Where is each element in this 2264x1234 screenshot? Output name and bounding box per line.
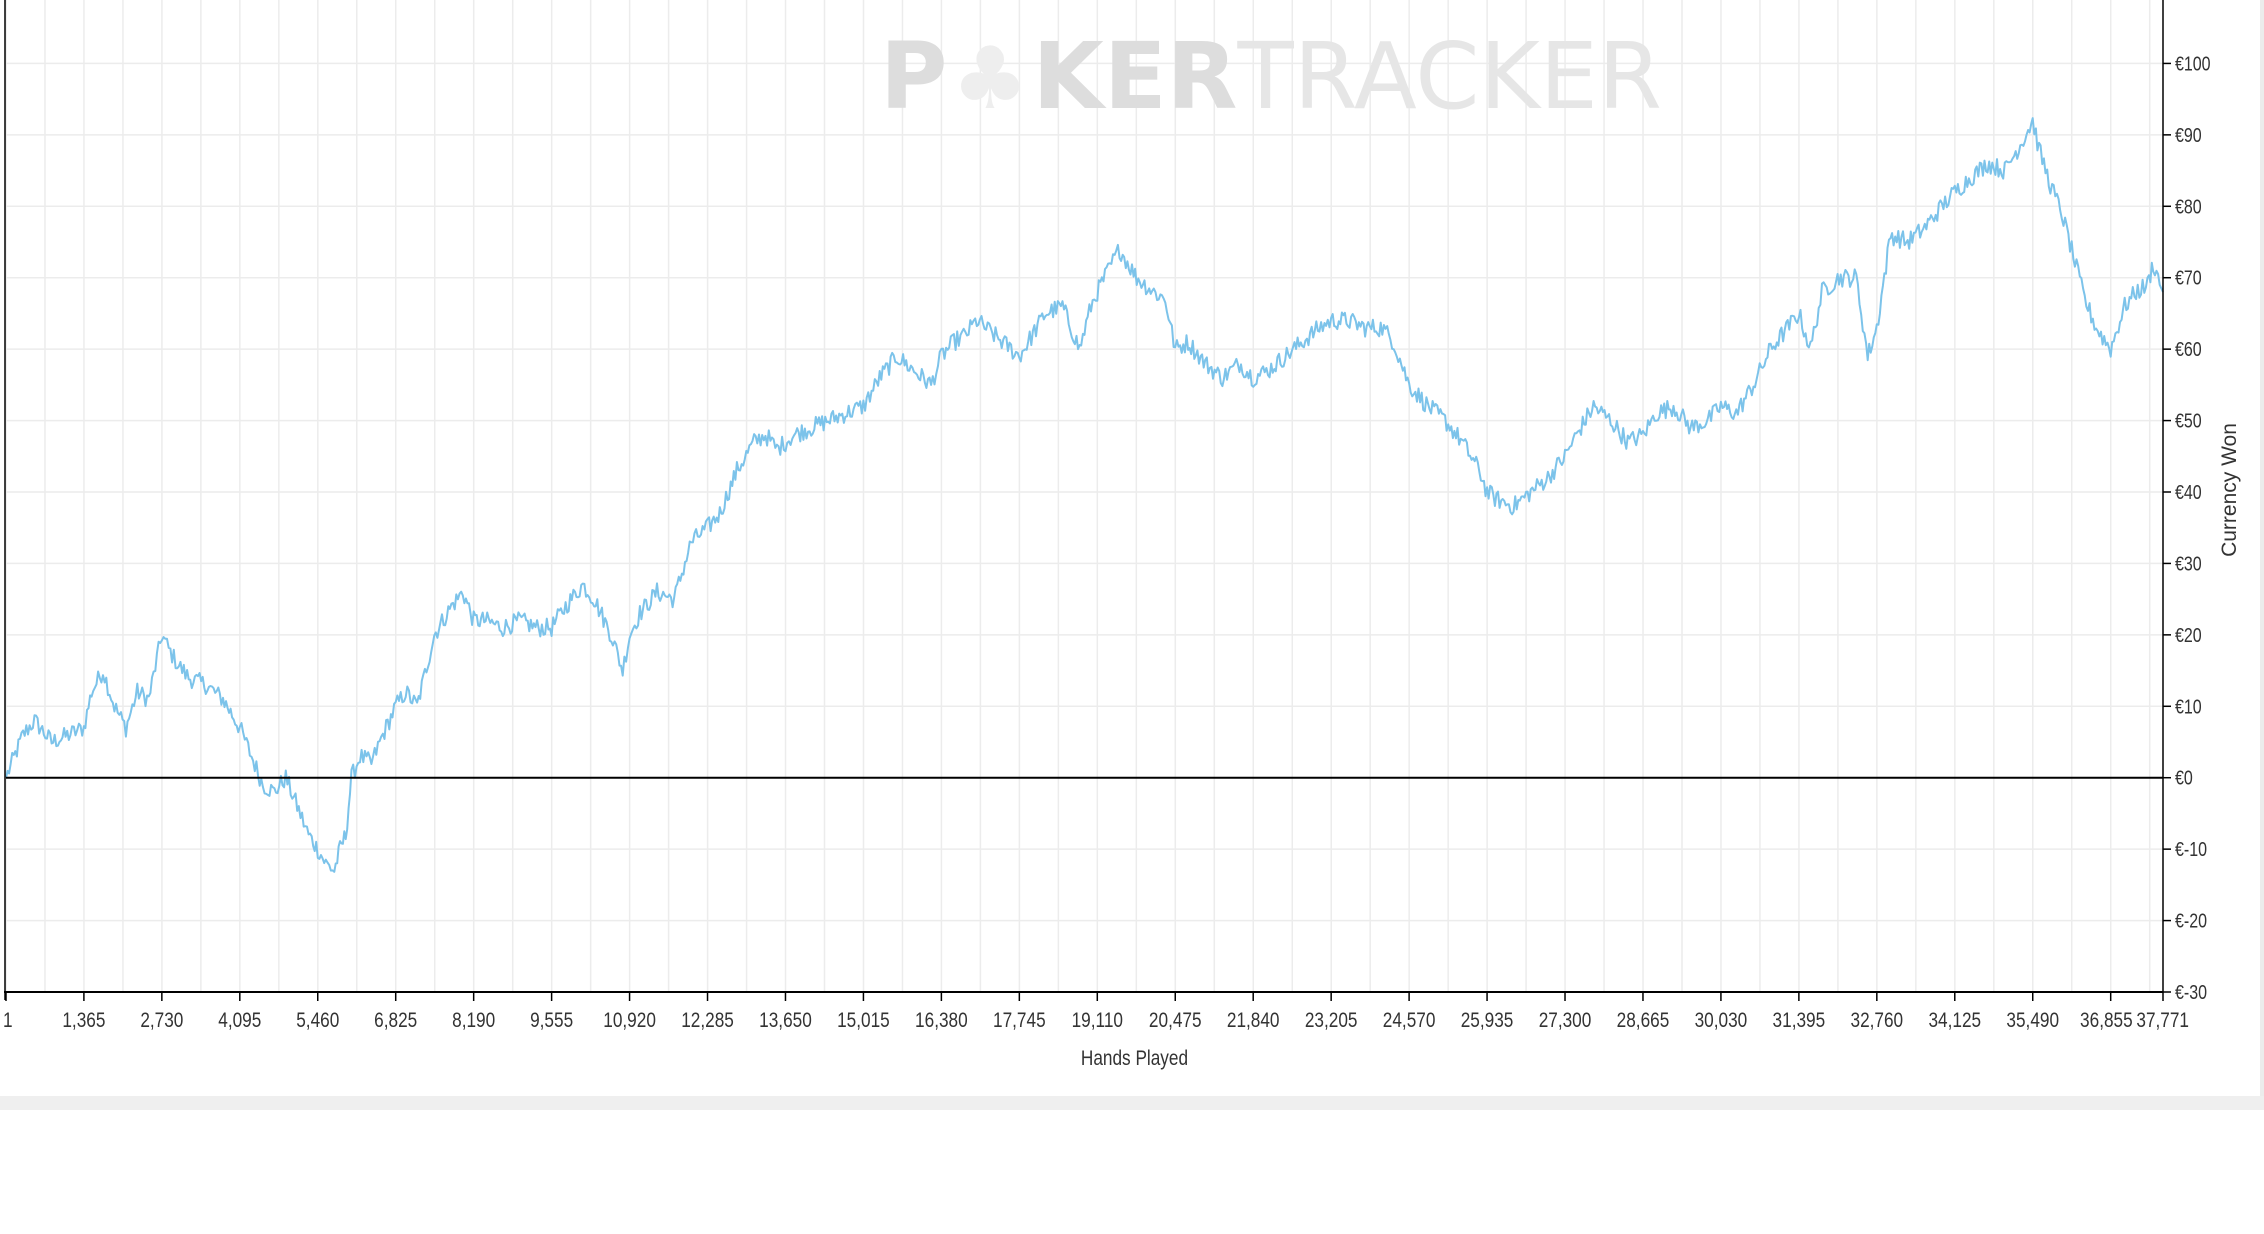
- y-tick-label: €20: [2175, 624, 2202, 646]
- y-tick-label: €80: [2175, 196, 2202, 218]
- x-tick-label: 13,650: [759, 1010, 812, 1033]
- horizontal-gridlines: [6, 62, 2163, 993]
- x-tick-label: 28,665: [1617, 1010, 1670, 1033]
- y-tick-label: €70: [2175, 267, 2202, 289]
- y-tick-label: €0: [2175, 767, 2193, 789]
- x-tick-label: 27,300: [1539, 1010, 1592, 1033]
- x-tick-label: 31,395: [1773, 1010, 1826, 1033]
- x-tick-label: 1: [3, 1010, 13, 1033]
- x-tick-label: 15,015: [837, 1010, 890, 1033]
- x-tick-label: 16,380: [915, 1010, 968, 1033]
- y-axis-ticks: €100 €90 €80 €70 €60 €50 €40 €30 €20 €10 €0 €-10 €-2…: [2163, 53, 2211, 1003]
- x-tick-label: 10,920: [603, 1010, 656, 1033]
- x-tick-label: 35,490: [2006, 1010, 2059, 1033]
- y-tick-label: €10: [2175, 696, 2202, 718]
- x-tick-label: 21,840: [1227, 1010, 1280, 1033]
- x-tick-label: 36,855: [2080, 1010, 2133, 1033]
- vertical-gridlines: [5, 0, 2151, 992]
- series-layer: [5, 117, 2164, 873]
- pokertracker-watermark: P♣KERTRACKER: [880, 23, 1662, 130]
- series-line: [5, 117, 2164, 873]
- x-axis-ticks: 1 1,365 2,730 4,095 5,460 6,825 8,190 9,555 10,9…: [3, 992, 2189, 1032]
- x-tick-label: 9,555: [530, 1010, 573, 1033]
- x-tick-label: 30,030: [1695, 1010, 1748, 1033]
- x-tick-label: 20,475: [1149, 1010, 1202, 1033]
- y-tick-label: €-10: [2175, 838, 2207, 860]
- x-tick-label: 25,935: [1461, 1010, 1514, 1033]
- x-tick-label: 37,771: [2136, 1010, 2189, 1033]
- x-tick-label: 8,190: [452, 1010, 495, 1033]
- panel-footer: [0, 1096, 2264, 1110]
- y-tick-label: €100: [2175, 53, 2211, 75]
- x-tick-label: 5,460: [296, 1010, 339, 1033]
- y-tick-label: €30: [2175, 553, 2202, 575]
- y-tick-label: €-20: [2175, 910, 2207, 932]
- y-tick-label: €40: [2175, 481, 2202, 503]
- x-tick-label: 19,110: [1072, 1010, 1123, 1033]
- y-tick-label: €90: [2175, 124, 2202, 146]
- x-axis-title: Hands Played: [1081, 1048, 1188, 1071]
- x-tick-label: 6,825: [374, 1010, 417, 1033]
- x-tick-label: 4,095: [218, 1010, 261, 1033]
- y-tick-label: €-30: [2175, 981, 2207, 1003]
- chart-panel: P♣KERTRACKER 1 1,365 2,730 4,095 5,460 6,825 8…: [3, 0, 2241, 1071]
- x-tick-label: 17,745: [993, 1010, 1046, 1033]
- x-tick-label: 32,760: [1851, 1010, 1904, 1033]
- x-tick-label: 34,125: [1928, 1010, 1981, 1033]
- panel-border: [2260, 0, 2264, 1110]
- x-tick-label: 2,730: [140, 1010, 183, 1033]
- y-axis-title: Currency Won: [2218, 423, 2241, 557]
- x-tick-label: 1,365: [62, 1010, 105, 1033]
- x-tick-label: 12,285: [681, 1010, 734, 1033]
- y-tick-label: €60: [2175, 338, 2202, 360]
- x-tick-label: 24,570: [1383, 1010, 1436, 1033]
- x-tick-label: 23,205: [1305, 1010, 1358, 1033]
- y-tick-label: €50: [2175, 410, 2202, 432]
